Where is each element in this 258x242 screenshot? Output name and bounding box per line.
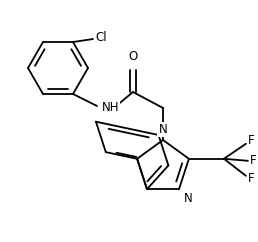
Text: F: F [248, 172, 254, 185]
Text: N: N [159, 123, 167, 136]
Text: F: F [250, 154, 256, 167]
Text: N: N [184, 192, 193, 205]
Text: O: O [128, 50, 138, 63]
Text: Cl: Cl [95, 30, 107, 44]
Text: F: F [248, 134, 254, 147]
Text: NH: NH [102, 101, 119, 114]
